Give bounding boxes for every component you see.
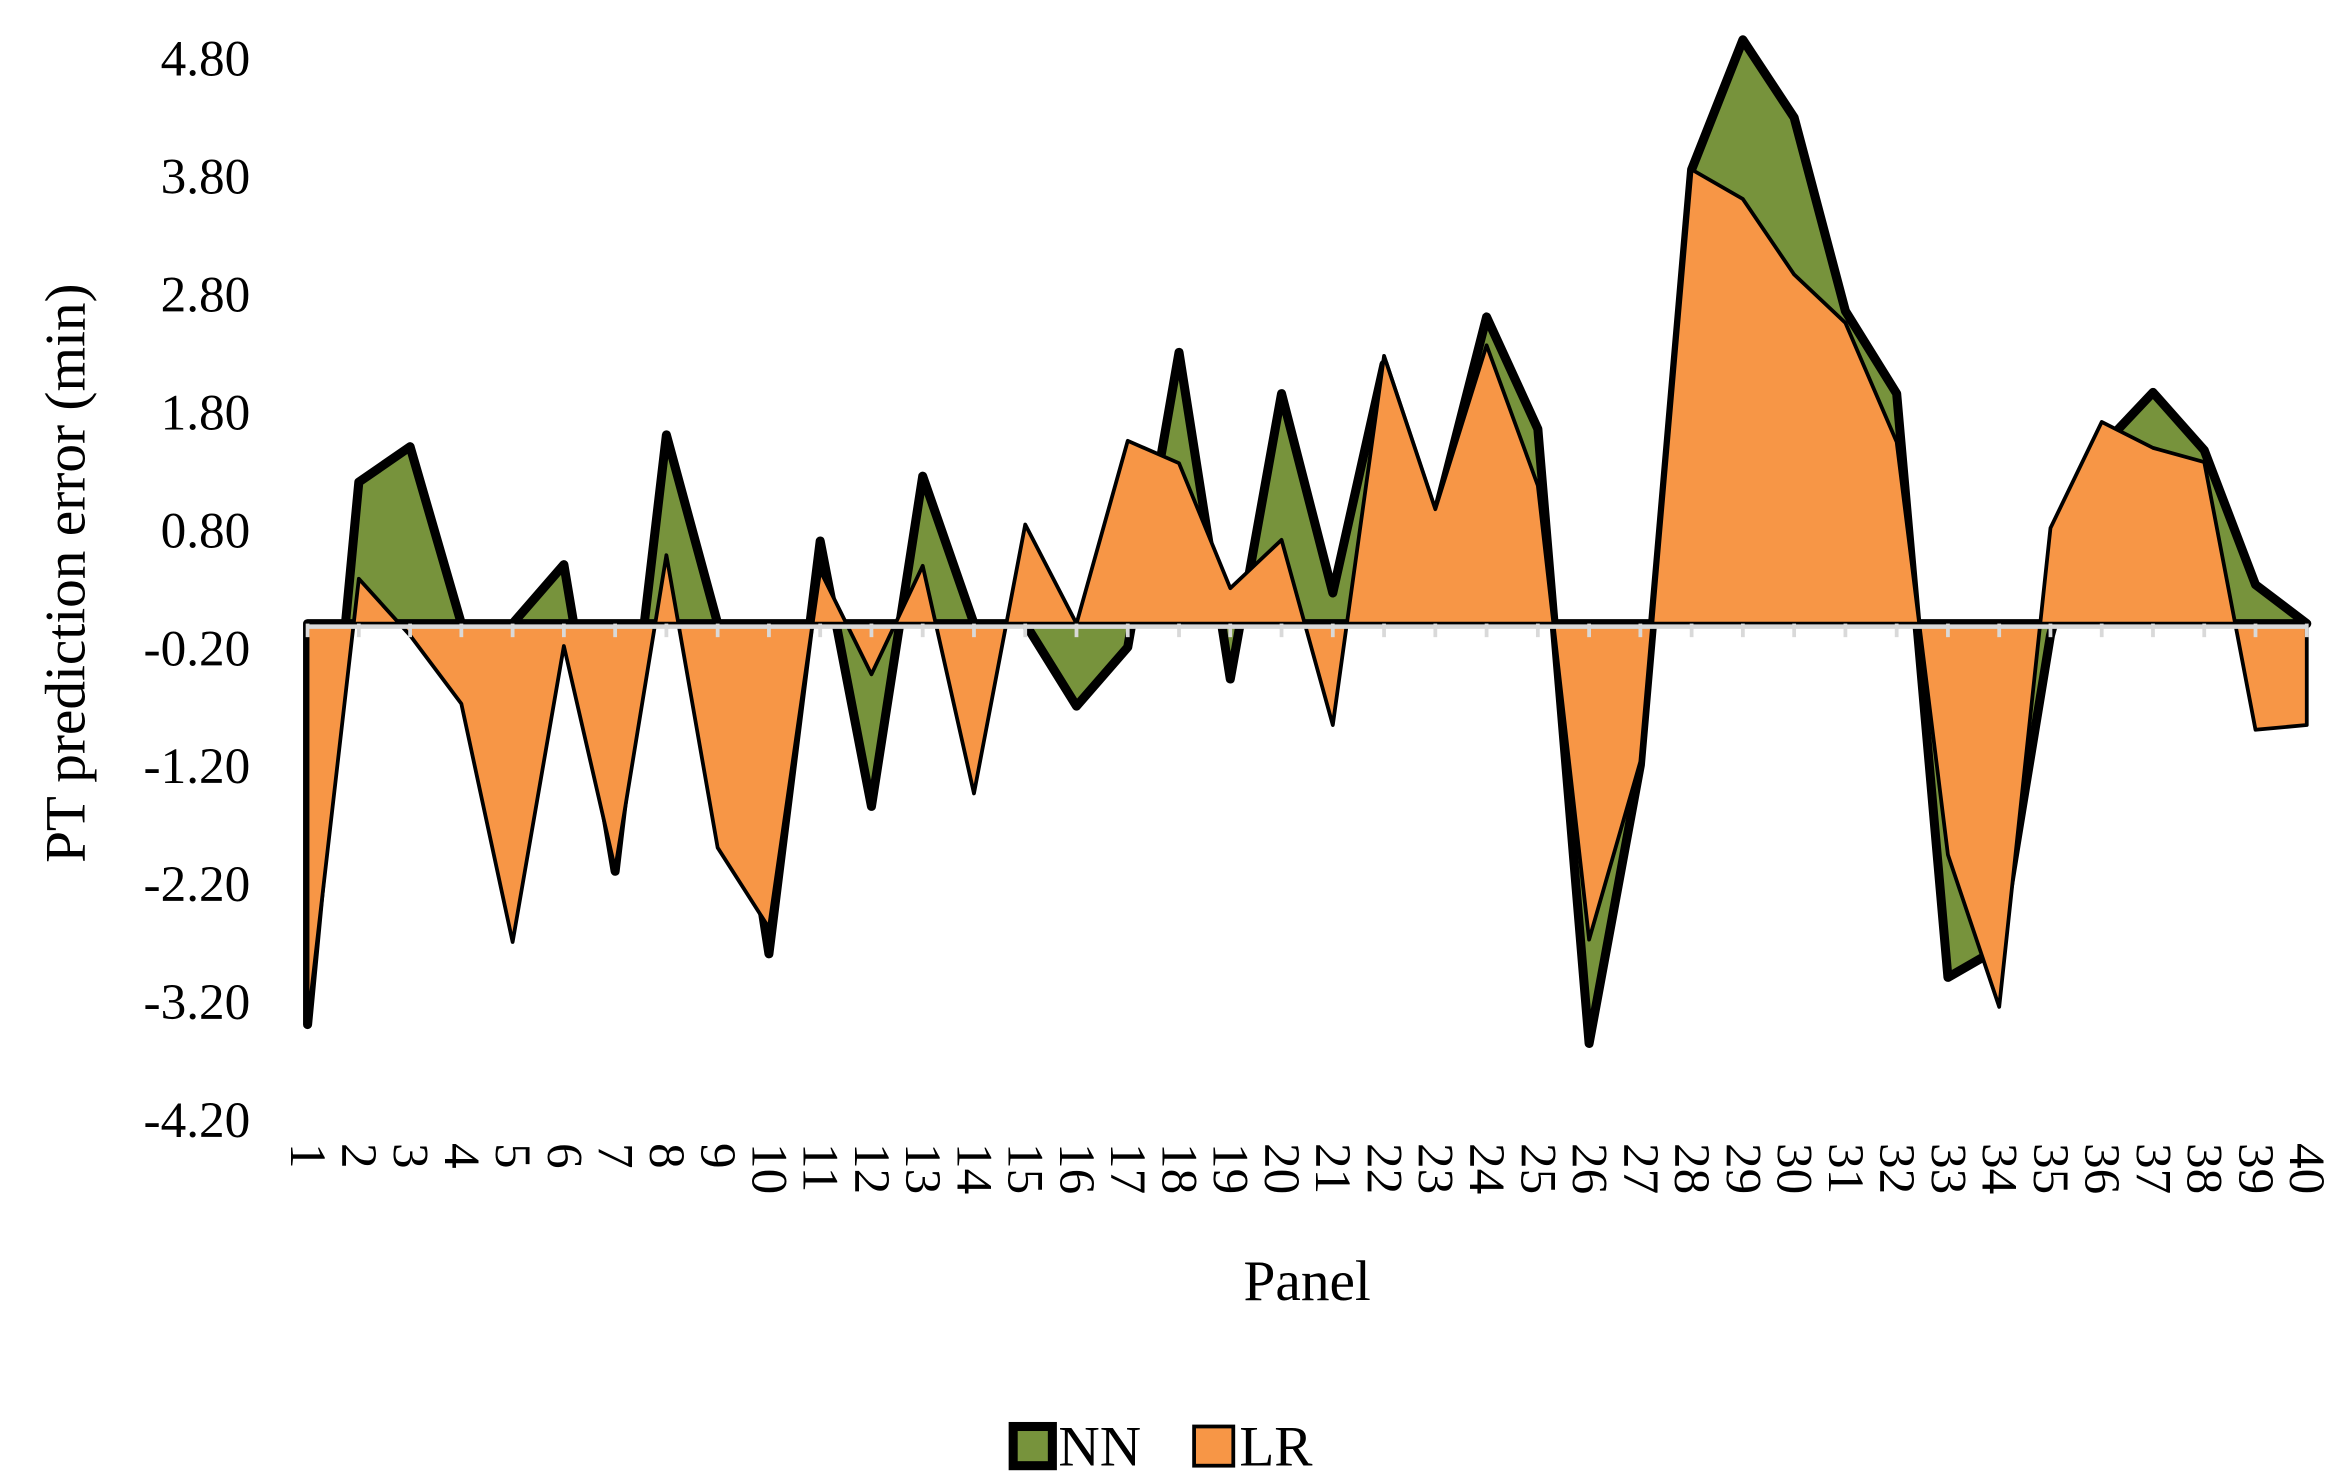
x-tick-label: 4 [433,1143,490,1169]
x-tick-label: 11 [792,1143,849,1192]
x-tick-label: 17 [1099,1143,1156,1194]
plot-areas [303,35,2312,1048]
x-tick-label: 6 [535,1143,592,1169]
x-tick-label: 2 [330,1143,387,1169]
legend-swatch-lr [1192,1424,1236,1468]
y-axis-title: PT prediction error (min) [34,283,97,863]
x-tick-label: 12 [843,1143,900,1194]
legend-label-nn: NN [1058,1416,1141,1479]
x-tick-label: 18 [1150,1143,1207,1194]
x-tick-label: 35 [2022,1143,2079,1194]
x-tick-label: 19 [1202,1143,1259,1194]
x-tick-label: 25 [1509,1143,1566,1194]
x-tick-label: 39 [2227,1143,2284,1194]
legend: NN LR [1008,1416,1313,1479]
x-tick-label: 29 [1714,1143,1771,1194]
x-tick-label: 30 [1766,1143,1823,1194]
x-tick-label: 31 [1817,1143,1874,1194]
x-tick-label: 5 [484,1143,541,1169]
x-tick-label: 16 [1048,1143,1105,1194]
y-axis: 4.80 3.80 2.80 1.80 0.80 -0.20 -1.20 -2.20 -3.20… [144,31,251,1149]
x-tick-label: 10 [740,1143,797,1194]
x-tick-label: 24 [1458,1143,1515,1194]
y-tick-label: -1.20 [144,738,251,795]
x-tick-label: 21 [1304,1143,1361,1194]
x-tick-label: 34 [1971,1143,2028,1194]
x-tick-label: 26 [1561,1143,1618,1194]
x-tick-label: 40 [2278,1143,2335,1194]
x-tick-label: 15 [997,1143,1054,1194]
x-tick-label: 36 [2073,1143,2130,1194]
x-tick-label: 22 [1355,1143,1412,1194]
x-tick-label: 14 [945,1143,1002,1194]
legend-swatch-nn [1008,1421,1057,1471]
y-tick-label: 2.80 [161,266,251,323]
y-tick-label: -4.20 [144,1092,251,1149]
x-tick-label: 27 [1612,1143,1669,1194]
x-tick-label: 38 [2176,1143,2233,1194]
x-tick-label: 8 [638,1143,695,1169]
y-tick-label: 3.80 [161,149,251,206]
x-axis: 1234567891011121314151617181920212223242… [279,623,2335,1194]
x-tick-label: 37 [2124,1143,2181,1194]
x-tick-label: 1 [279,1143,336,1169]
y-tick-label: -2.20 [144,856,251,913]
x-tick-label: 3 [382,1143,439,1169]
x-tick-label: 20 [1253,1143,1310,1194]
area-series-lr [305,167,2309,1027]
x-tick-label: 23 [1407,1143,1464,1194]
x-tick-label: 33 [1919,1143,1976,1194]
x-tick-label: 32 [1868,1143,1925,1194]
x-tick-label: 13 [894,1143,951,1194]
y-tick-label: 1.80 [161,384,251,441]
y-tick-label: 4.80 [161,31,251,88]
y-tick-label: -0.20 [144,620,251,677]
x-tick-label: 28 [1663,1143,1720,1194]
x-tick-label: 9 [689,1143,746,1169]
x-axis-title: Panel [1244,1250,1371,1313]
x-tick-label: 7 [587,1143,644,1169]
y-tick-label: -3.20 [144,974,251,1031]
y-tick-label: 0.80 [161,502,251,559]
legend-label-lr: LR [1239,1416,1313,1479]
